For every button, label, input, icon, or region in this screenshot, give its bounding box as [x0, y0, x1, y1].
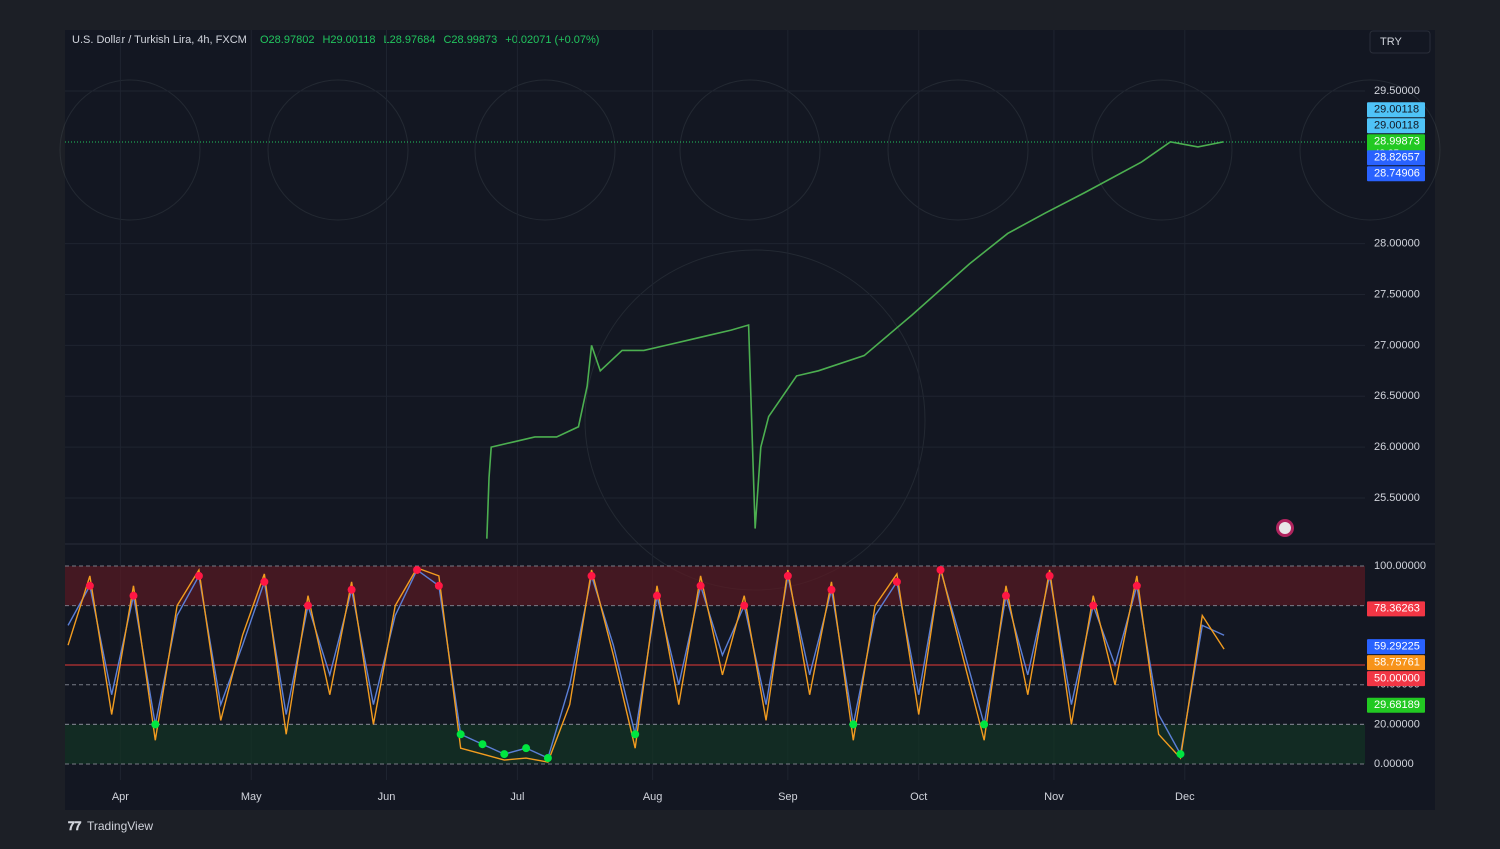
y-tick-label: 26.00000	[1374, 441, 1420, 453]
overbought-dot	[936, 565, 945, 574]
x-tick-label: Sep	[778, 791, 798, 803]
overbought-dot	[1001, 591, 1010, 600]
overbought-dot	[129, 591, 138, 600]
oversold-dot	[543, 754, 552, 763]
zone-band	[65, 724, 1365, 765]
chart-panel	[65, 30, 1435, 810]
overbought-dot	[1132, 581, 1141, 590]
oversold-dot	[456, 730, 465, 739]
ohlc-value: H29.00118	[322, 34, 375, 46]
ohlc-value: C28.99873	[443, 34, 497, 46]
x-tick-label: Dec	[1175, 791, 1195, 803]
overbought-dot	[303, 601, 312, 610]
x-tick-label: May	[241, 791, 262, 803]
oversold-dot	[478, 740, 487, 749]
overbought-dot	[1089, 601, 1098, 610]
overbought-dot	[696, 581, 705, 590]
value-label-box	[1367, 118, 1425, 134]
oversold-dot	[849, 720, 858, 729]
y-tick-label: 27.00000	[1374, 339, 1420, 351]
value-label: 78.36263	[1374, 603, 1420, 615]
flag-icon[interactable]	[1276, 519, 1294, 537]
value-label: 58.75761	[1374, 657, 1420, 669]
oversold-dot	[151, 720, 160, 729]
zone-band	[65, 565, 1365, 606]
logo-mark: 𝟕𝟕	[68, 819, 82, 833]
y-tick-label: 29.50000	[1374, 85, 1420, 97]
chart-title: U.S. Dollar / Turkish Lira, 4h, FXCM	[72, 34, 247, 46]
overbought-dot	[827, 585, 836, 594]
value-label-box	[1367, 697, 1425, 713]
overbought-dot	[85, 581, 94, 590]
value-label: 29.68189	[1374, 699, 1420, 711]
series-line	[67, 567, 1225, 763]
ohlc-value: +0.02071 (+0.07%)	[505, 34, 599, 46]
y-tick-label: 25.50000	[1374, 492, 1420, 504]
ohlc-value: O28.97802	[260, 34, 314, 46]
overbought-dot	[260, 577, 269, 586]
value-label-box	[1367, 166, 1425, 182]
x-tick-label: Jul	[510, 791, 524, 803]
value-label: 59.29225	[1374, 641, 1420, 653]
series-line	[486, 141, 1224, 539]
y-tick-label: 100.00000	[1374, 560, 1426, 572]
x-tick-label: Nov	[1044, 791, 1064, 803]
oversold-dot	[500, 750, 509, 759]
value-label: 29.00118	[1374, 120, 1419, 132]
overbought-dot	[892, 577, 901, 586]
overbought-dot	[1045, 571, 1054, 580]
y-tick-label: 20.00000	[1374, 718, 1420, 730]
overbought-dot	[652, 591, 661, 600]
oversold-dot	[522, 744, 531, 753]
overbought-dot	[413, 565, 422, 574]
x-tick-label: Aug	[643, 791, 663, 803]
y-tick-label: 27.50000	[1374, 288, 1420, 300]
value-label-box	[1367, 150, 1425, 166]
value-label: 28.74906	[1374, 168, 1420, 180]
x-tick-label: Oct	[910, 791, 927, 803]
brand: TradingView	[87, 819, 153, 833]
ohlc-value: L28.97684	[383, 34, 435, 46]
overbought-dot	[740, 601, 749, 610]
value-label: 28.99873	[1374, 136, 1420, 148]
value-label: 50.00000	[1374, 673, 1420, 685]
overbought-dot	[587, 571, 596, 580]
currency[interactable]: TRY	[1380, 36, 1402, 48]
x-tick-label: Jun	[378, 791, 396, 803]
overbought-dot	[783, 571, 792, 580]
oversold-dot	[980, 720, 989, 729]
currency-button[interactable]	[1369, 30, 1431, 54]
value-label-box	[1367, 655, 1425, 671]
overbought-dot	[347, 585, 356, 594]
overbought-dot	[194, 571, 203, 580]
value-label-box	[1367, 601, 1425, 617]
oversold-dot	[1176, 750, 1185, 759]
value-label-box	[1367, 639, 1425, 655]
y-tick-label: 0.00000	[1374, 758, 1414, 770]
oversold-dot	[631, 730, 640, 739]
overbought-dot	[434, 581, 443, 590]
value-label-box	[1367, 671, 1425, 687]
value-label: 29.00118	[1374, 104, 1419, 116]
value-label: 28.82657	[1374, 152, 1420, 164]
x-tick-label: Apr	[112, 791, 129, 803]
y-tick-label: 26.50000	[1374, 390, 1420, 402]
ohlc-legend: O28.97802 H29.00118 L28.97684 C28.99873 +0.0…	[260, 34, 599, 46]
y-tick-label: 28.00000	[1374, 238, 1420, 250]
value-label-box	[1367, 102, 1425, 118]
